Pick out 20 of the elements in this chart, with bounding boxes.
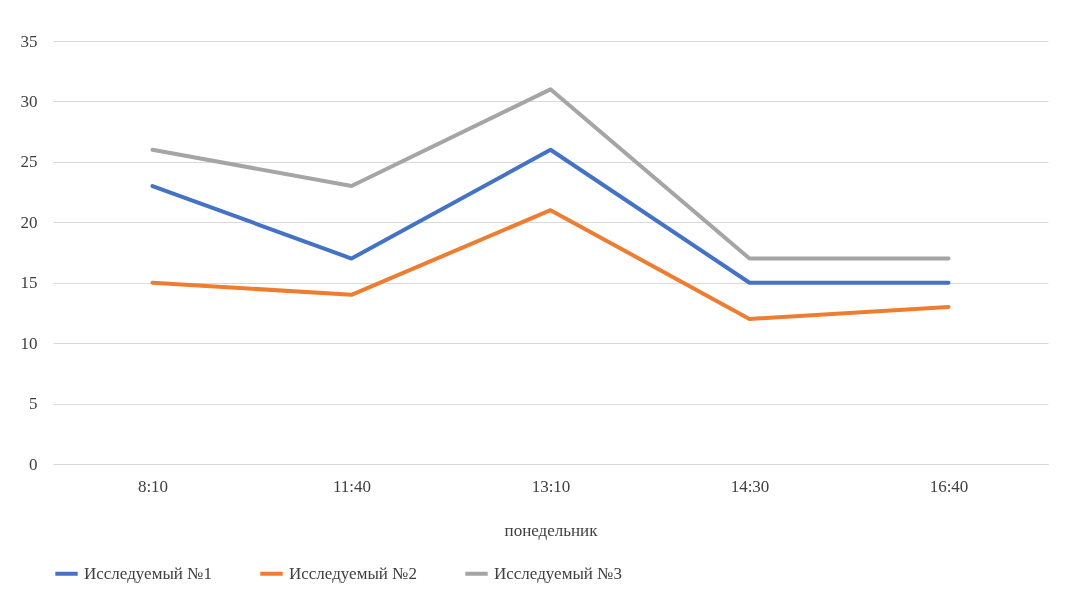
y-tick-label: 5	[29, 394, 38, 414]
x-tick-label: 16:40	[929, 476, 969, 496]
legend-label: Исследуемый №2	[289, 563, 417, 583]
y-tick-label: 20	[20, 212, 38, 232]
y-tick-label: 35	[20, 31, 38, 51]
x-tick-label: 11:40	[332, 476, 372, 496]
line-series	[150, 87, 951, 261]
y-tick-label: 10	[20, 333, 38, 353]
y-tick-label: 15	[20, 273, 38, 293]
y-tick-label: 30	[20, 91, 38, 111]
x-tick-label: 14:30	[730, 476, 770, 496]
x-tick-label: 8:10	[137, 476, 169, 496]
x-axis-title: понедельник	[504, 520, 599, 540]
legend-label: Исследуемый №1	[84, 563, 212, 583]
line-series	[150, 147, 951, 285]
legend-label: Исследуемый №3	[494, 563, 622, 583]
y-tick-label: 0	[29, 454, 38, 474]
y-tick-label: 25	[20, 152, 38, 172]
line-series	[150, 208, 951, 321]
x-tick-label: 13:10	[531, 476, 571, 496]
